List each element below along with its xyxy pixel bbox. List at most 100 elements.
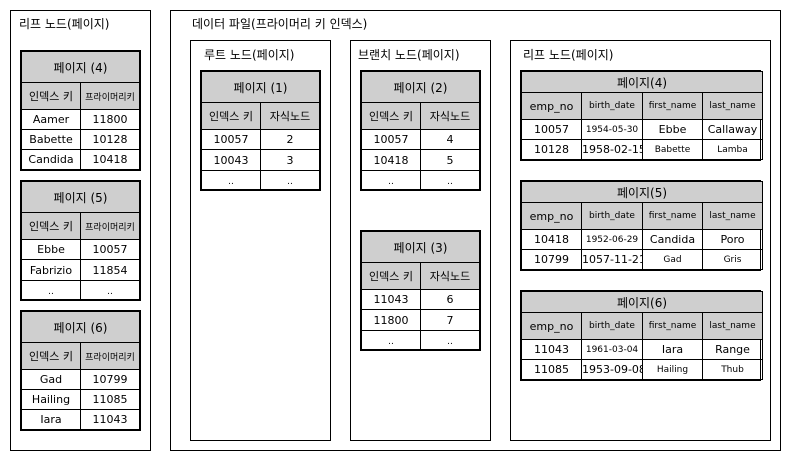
- index-key-cell: 10057: [201, 128, 261, 151]
- index-key-cell: Fabrizio: [21, 259, 81, 281]
- page-title: 페이지 (4): [21, 51, 140, 83]
- column-header: 프라이머리키: [80, 212, 140, 240]
- column-header: 프라이머리키: [80, 342, 140, 370]
- primary-key-cell: 10057: [80, 238, 140, 261]
- page-title: 페이지(6): [521, 291, 763, 313]
- page-title: 페이지(5): [521, 181, 763, 203]
- branch-page: 페이지 (3) 인덱스 키 자식노드 11043 6 11800 7 ....: [360, 230, 481, 351]
- column-header: 프라이머리키: [80, 82, 140, 110]
- column-header: emp_no: [521, 312, 582, 340]
- column-header: first_name: [642, 312, 703, 340]
- ellipsis-cell: ..: [21, 279, 81, 301]
- column-header: 자식노드: [260, 102, 320, 130]
- birth-date-cell: 1958-02-15: [581, 139, 643, 160]
- first-name-cell: Hailing: [642, 359, 703, 380]
- child-node-cell: 6: [420, 288, 480, 311]
- data-leaf-page: 페이지(4) emp_no birth_date first_name last…: [520, 70, 763, 161]
- ellipsis-cell: ..: [260, 169, 320, 191]
- first-name-cell: Candida: [642, 229, 703, 250]
- last-name-cell: Callaway: [702, 119, 763, 140]
- column-header: birth_date: [581, 312, 643, 340]
- index-key-cell: Babette: [21, 129, 81, 150]
- last-name-cell: Range: [702, 339, 763, 360]
- page-title: 페이지 (2): [361, 71, 480, 103]
- last-name-cell: Gris: [702, 249, 763, 270]
- index-key-cell: 11800: [361, 309, 421, 331]
- primary-key-cell: 11854: [80, 259, 140, 281]
- primary-key-cell: 10128: [80, 129, 140, 150]
- column-header: last_name: [702, 202, 763, 230]
- ellipsis-cell: ..: [361, 329, 421, 351]
- column-header: 인덱스 키: [21, 342, 81, 370]
- column-header: 인덱스 키: [361, 262, 421, 290]
- child-node-cell: 5: [420, 149, 480, 171]
- birth-date-cell: 1953-09-08: [581, 359, 643, 380]
- data-file-title: 데이터 파일(프라이머리 키 인덱스): [192, 17, 368, 31]
- secondary-leaf-page: 페이지 (6) 인덱스 키 프라이머리키 Gad 10799 Hailing 1108…: [20, 310, 141, 431]
- birth-date-cell: 1961-03-04: [581, 339, 643, 360]
- last-name-cell: Poro: [702, 229, 763, 250]
- primary-key-cell: 11085: [80, 389, 140, 410]
- primary-key-cell: 10418: [80, 149, 140, 170]
- column-header: first_name: [642, 202, 703, 230]
- child-node-cell: 3: [260, 149, 320, 171]
- emp-no-cell: 10057: [521, 119, 582, 140]
- column-header: 인덱스 키: [361, 102, 421, 130]
- page-title: 페이지(4): [521, 71, 763, 93]
- page-title: 페이지 (1): [201, 71, 320, 103]
- ellipsis-cell: ..: [201, 169, 261, 191]
- emp-no-cell: 10128: [521, 139, 582, 160]
- column-header: birth_date: [581, 202, 643, 230]
- ellipsis-cell: ..: [80, 279, 140, 301]
- data-leaf-page: 페이지(5) emp_no birth_date first_name last…: [520, 180, 763, 271]
- column-header: first_name: [642, 92, 703, 120]
- column-header: emp_no: [521, 92, 582, 120]
- index-key-cell: Candida: [21, 149, 81, 170]
- root-node-title: 루트 노드(페이지): [204, 48, 295, 62]
- primary-key-cell: 11043: [80, 409, 140, 430]
- secondary-leaf-title: 리프 노드(페이지): [19, 17, 110, 31]
- branch-page: 페이지 (2) 인덱스 키 자식노드 10057 4 10418 5 ....: [360, 70, 481, 191]
- index-key-cell: 10043: [201, 149, 261, 171]
- page-title: 페이지 (5): [21, 181, 140, 213]
- last-name-cell: Lamba: [702, 139, 763, 160]
- column-header: last_name: [702, 92, 763, 120]
- emp-no-cell: 11043: [521, 339, 582, 360]
- page-title: 페이지 (6): [21, 311, 140, 343]
- first-name-cell: Iara: [642, 339, 703, 360]
- index-key-cell: Gad: [21, 369, 81, 390]
- column-header: 인덱스 키: [201, 102, 261, 130]
- secondary-leaf-page: 페이지 (4) 인덱스 키 프라이머리키 Aamer 11800 Babette 10…: [20, 50, 141, 171]
- birth-date-cell: 1954-05-30: [581, 119, 643, 140]
- index-key-cell: Iara: [21, 409, 81, 430]
- emp-no-cell: 10418: [521, 229, 582, 250]
- index-key-cell: 11043: [361, 288, 421, 311]
- birth-date-cell: 1952-06-29: [581, 229, 643, 250]
- child-node-cell: 7: [420, 309, 480, 331]
- branch-node-title: 브랜치 노드(페이지): [358, 48, 460, 62]
- index-key-cell: Ebbe: [21, 238, 81, 261]
- column-header: 자식노드: [420, 262, 480, 290]
- index-key-cell: Aamer: [21, 109, 81, 130]
- page-title: 페이지 (3): [361, 231, 480, 263]
- data-leaf-page: 페이지(6) emp_no birth_date first_name last…: [520, 290, 763, 381]
- ellipsis-cell: ..: [420, 329, 480, 351]
- birth-date-cell: 1057-11-21: [581, 249, 643, 270]
- first-name-cell: Gad: [642, 249, 703, 270]
- primary-key-cell: 10799: [80, 369, 140, 390]
- ellipsis-cell: ..: [420, 169, 480, 191]
- emp-no-cell: 10799: [521, 249, 582, 270]
- column-header: 인덱스 키: [21, 82, 81, 110]
- first-name-cell: Babette: [642, 139, 703, 160]
- index-key-cell: 10057: [361, 128, 421, 151]
- secondary-leaf-page: 페이지 (5) 인덱스 키 프라이머리키 Ebbe 10057 Fabrizio 11…: [20, 180, 141, 301]
- index-key-cell: Hailing: [21, 389, 81, 410]
- column-header: 인덱스 키: [21, 212, 81, 240]
- ellipsis-cell: ..: [361, 169, 421, 191]
- column-header: birth_date: [581, 92, 643, 120]
- index-key-cell: 10418: [361, 149, 421, 171]
- column-header: emp_no: [521, 202, 582, 230]
- column-header: 자식노드: [420, 102, 480, 130]
- last-name-cell: Thub: [702, 359, 763, 380]
- data-leaf-title: 리프 노드(페이지): [523, 48, 614, 62]
